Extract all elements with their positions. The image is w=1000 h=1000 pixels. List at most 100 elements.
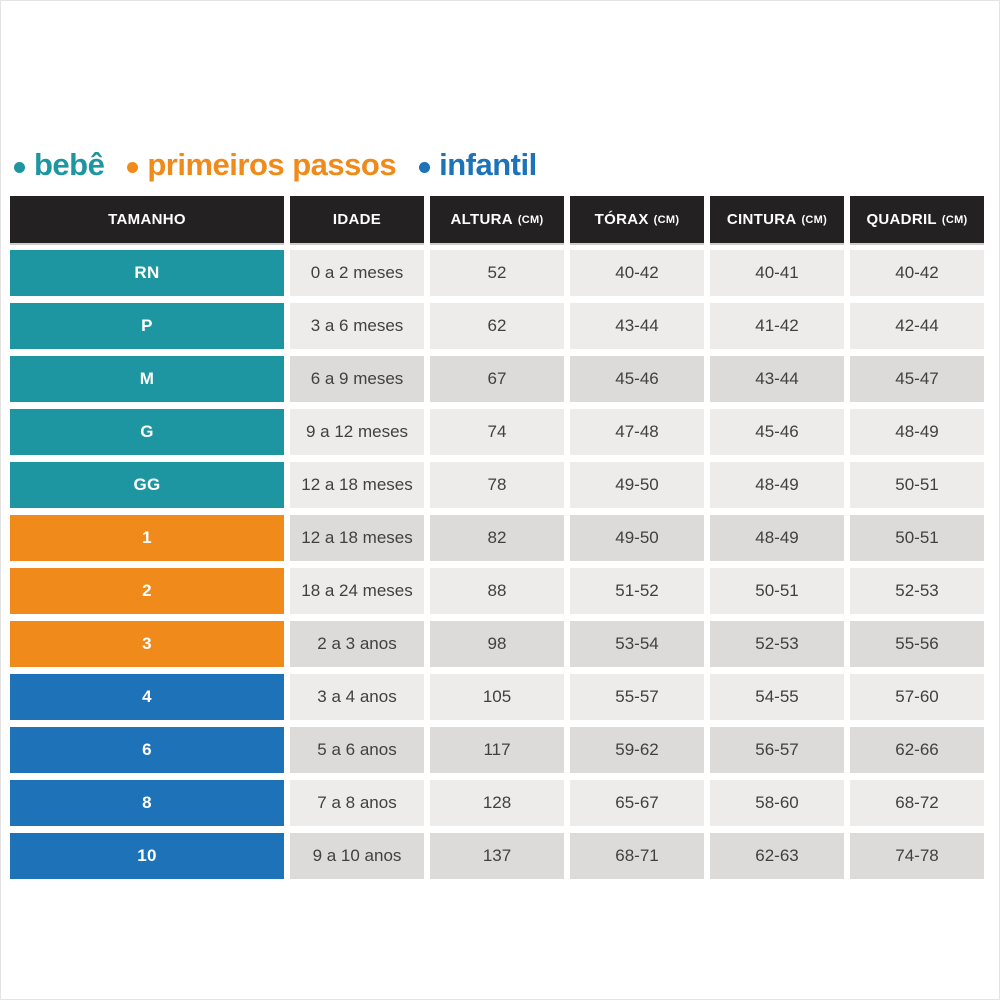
quadril-cell: 48-49 xyxy=(850,409,984,455)
column-header-unit: (CM) xyxy=(653,213,680,226)
idade-cell: 12 a 18 meses xyxy=(290,515,424,561)
column-header-label: ALTURA xyxy=(450,211,513,228)
column-header-label: IDADE xyxy=(332,211,382,228)
category-legend: bebê primeiros passos infantil xyxy=(14,147,537,183)
torax-cell: 49-50 xyxy=(570,462,704,508)
cintura-cell: 48-49 xyxy=(710,515,844,561)
size-cell-6: 6 xyxy=(10,727,284,773)
idade-cell: 9 a 10 anos xyxy=(290,833,424,879)
column-header-label: QUADRIL xyxy=(866,211,937,228)
cintura-cell: 54-55 xyxy=(710,674,844,720)
column-header-label: TAMANHO xyxy=(108,211,186,228)
idade-cell: 7 a 8 anos xyxy=(290,780,424,826)
torax-cell: 43-44 xyxy=(570,303,704,349)
cintura-cell: 50-51 xyxy=(710,568,844,614)
torax-cell: 40-42 xyxy=(570,250,704,296)
quadril-cell: 74-78 xyxy=(850,833,984,879)
size-cell-m: M xyxy=(10,356,284,402)
altura-cell: 78 xyxy=(430,462,564,508)
size-label: 1 xyxy=(142,528,152,547)
size-cell-rn: RN xyxy=(10,250,284,296)
altura-cell: 128 xyxy=(430,780,564,826)
altura-cell: 105 xyxy=(430,674,564,720)
size-cell-2: 2 xyxy=(10,568,284,614)
torax-cell: 45-46 xyxy=(570,356,704,402)
idade-cell: 6 a 9 meses xyxy=(290,356,424,402)
column-header-cintura: CINTURA (CM) xyxy=(710,196,844,243)
altura-cell: 82 xyxy=(430,515,564,561)
cintura-cell: 40-41 xyxy=(710,250,844,296)
altura-cell: 117 xyxy=(430,727,564,773)
cintura-cell: 58-60 xyxy=(710,780,844,826)
size-label: 4 xyxy=(142,687,152,706)
cintura-cell: 62-63 xyxy=(710,833,844,879)
legend-item-bebe: bebê xyxy=(14,147,105,183)
idade-cell: 3 a 4 anos xyxy=(290,674,424,720)
quadril-cell: 52-53 xyxy=(850,568,984,614)
quadril-cell: 62-66 xyxy=(850,727,984,773)
torax-cell: 59-62 xyxy=(570,727,704,773)
legend-label: bebê xyxy=(34,147,105,182)
size-label: 2 xyxy=(142,581,152,600)
cintura-cell: 41-42 xyxy=(710,303,844,349)
column-header-unit: (CM) xyxy=(801,213,828,226)
size-cell-10: 10 xyxy=(10,833,284,879)
altura-cell: 74 xyxy=(430,409,564,455)
quadril-cell: 42-44 xyxy=(850,303,984,349)
altura-cell: 137 xyxy=(430,833,564,879)
legend-label: primeiros passos xyxy=(147,147,397,182)
legend-label: infantil xyxy=(439,147,537,182)
cintura-cell: 43-44 xyxy=(710,356,844,402)
cintura-cell: 52-53 xyxy=(710,621,844,667)
size-cell-p: P xyxy=(10,303,284,349)
quadril-cell: 57-60 xyxy=(850,674,984,720)
size-label: 3 xyxy=(142,634,152,653)
altura-cell: 67 xyxy=(430,356,564,402)
size-cell-3: 3 xyxy=(10,621,284,667)
torax-cell: 49-50 xyxy=(570,515,704,561)
idade-cell: 18 a 24 meses xyxy=(290,568,424,614)
quadril-cell: 50-51 xyxy=(850,462,984,508)
column-header-torax: TÓRAX (CM) xyxy=(570,196,704,243)
size-label: 8 xyxy=(142,793,152,812)
idade-cell: 3 a 6 meses xyxy=(290,303,424,349)
torax-cell: 53-54 xyxy=(570,621,704,667)
idade-cell: 9 a 12 meses xyxy=(290,409,424,455)
altura-cell: 88 xyxy=(430,568,564,614)
column-header-altura: ALTURA (CM) xyxy=(430,196,564,243)
torax-cell: 51-52 xyxy=(570,568,704,614)
size-label: GG xyxy=(133,475,161,494)
bullet-icon xyxy=(127,161,139,173)
idade-cell: 0 a 2 meses xyxy=(290,250,424,296)
size-chart-table: TAMANHO IDADE ALTURA (CM) TÓRAX (CM) CIN… xyxy=(10,196,984,879)
size-label: 10 xyxy=(137,846,157,865)
idade-cell: 2 a 3 anos xyxy=(290,621,424,667)
quadril-cell: 50-51 xyxy=(850,515,984,561)
legend-item-primeiros-passos: primeiros passos xyxy=(127,147,397,183)
quadril-cell: 40-42 xyxy=(850,250,984,296)
cintura-cell: 56-57 xyxy=(710,727,844,773)
column-header-label: TÓRAX xyxy=(594,211,649,228)
idade-cell: 5 a 6 anos xyxy=(290,727,424,773)
altura-cell: 98 xyxy=(430,621,564,667)
quadril-cell: 68-72 xyxy=(850,780,984,826)
column-header-quadril: QUADRIL (CM) xyxy=(850,196,984,243)
torax-cell: 65-67 xyxy=(570,780,704,826)
size-cell-1: 1 xyxy=(10,515,284,561)
column-header-idade: IDADE xyxy=(290,196,424,243)
quadril-cell: 45-47 xyxy=(850,356,984,402)
size-cell-g: G xyxy=(10,409,284,455)
torax-cell: 47-48 xyxy=(570,409,704,455)
cintura-cell: 48-49 xyxy=(710,462,844,508)
size-cell-4: 4 xyxy=(10,674,284,720)
column-header-tamanho: TAMANHO xyxy=(10,196,284,243)
column-header-unit: (CM) xyxy=(517,213,544,226)
cintura-cell: 45-46 xyxy=(710,409,844,455)
size-label: M xyxy=(139,369,155,388)
torax-cell: 68-71 xyxy=(570,833,704,879)
idade-cell: 12 a 18 meses xyxy=(290,462,424,508)
size-label: RN xyxy=(134,263,160,282)
altura-cell: 62 xyxy=(430,303,564,349)
altura-cell: 52 xyxy=(430,250,564,296)
